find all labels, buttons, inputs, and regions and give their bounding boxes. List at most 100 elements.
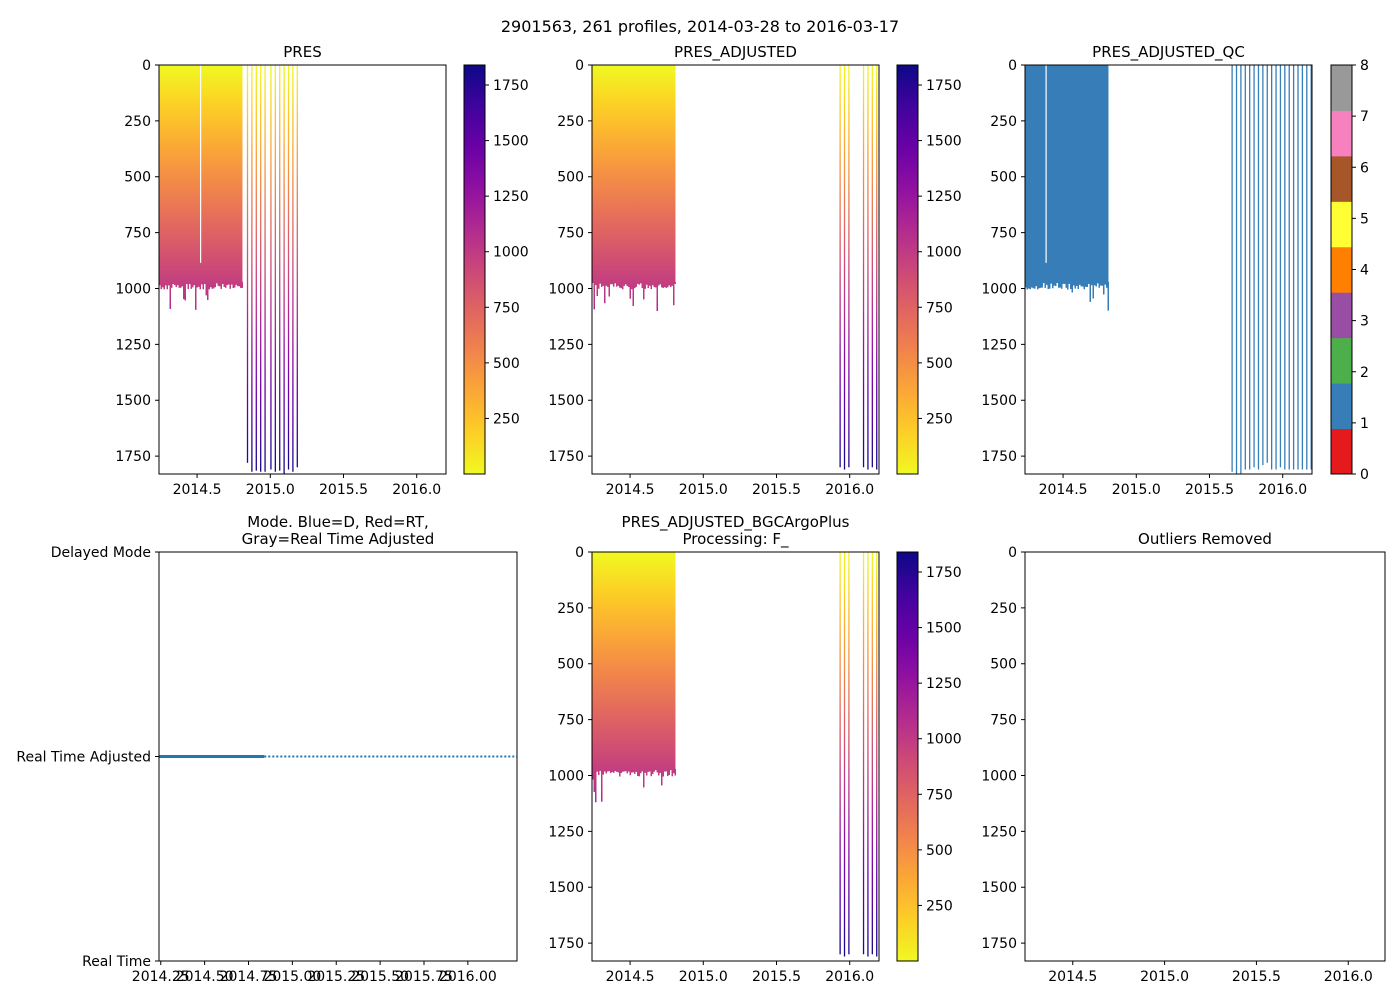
- profile-tail: [650, 281, 652, 290]
- profile-tail: [616, 281, 618, 287]
- y-tick-label: 1000: [981, 281, 1017, 297]
- y-tick-label: Real Time Adjusted: [16, 750, 151, 766]
- profile-tail: [241, 281, 243, 289]
- y-tick-label: 1500: [548, 393, 584, 409]
- profile-tail: [210, 281, 212, 288]
- profile-tail: [667, 281, 669, 288]
- colorbar-tick-label: 1750: [926, 565, 962, 581]
- profile-tail: [631, 281, 633, 290]
- profile-tail: [605, 281, 607, 286]
- profile-tail: [626, 768, 628, 774]
- profile-tail: [187, 281, 189, 290]
- profile-tail: [1094, 281, 1096, 286]
- subplot-title: Mode. Blue=D, Red=RT, Gray=Real Time Adju…: [242, 513, 435, 548]
- profile-tail: [1080, 281, 1082, 287]
- profile-tail: [193, 281, 195, 286]
- profile-tail: [613, 768, 615, 773]
- profile-tail: [601, 281, 603, 287]
- x-tick-label: 2015.0: [679, 969, 728, 985]
- x-tick-label: 2014.25: [132, 969, 190, 985]
- profile-tail: [1035, 281, 1037, 287]
- profile-tail: [649, 768, 651, 772]
- colorbar-frame: [463, 64, 486, 475]
- profile-tail: [635, 281, 637, 287]
- profile-tail: [169, 281, 171, 309]
- profile-tail: [1092, 281, 1094, 299]
- profile-tail: [1101, 281, 1103, 286]
- profile-tail: [1067, 281, 1069, 290]
- sparse-profile: [1262, 65, 1264, 466]
- profile-tail: [653, 281, 655, 288]
- x-tick-label: 2014.5: [606, 969, 655, 985]
- subplot-title-line: PRES: [283, 43, 321, 61]
- y-tick-label: 1000: [548, 768, 584, 784]
- subplot-title-line: Outliers Removed: [1138, 530, 1272, 548]
- profile-tail: [207, 281, 209, 300]
- x-tick-label: 2014.5: [173, 482, 222, 498]
- profile-tail: [166, 281, 168, 290]
- profile-tail: [213, 281, 215, 289]
- profile-tail: [1098, 281, 1100, 288]
- profile-tail: [619, 281, 621, 288]
- profile-tail: [595, 281, 597, 286]
- y-tick-label: 250: [990, 114, 1017, 130]
- sparse-profile: [871, 552, 873, 955]
- sparse-profile: [270, 65, 272, 470]
- profile-tail: [643, 768, 645, 788]
- profile-tail: [637, 768, 639, 776]
- colorbar-tick-label: 1000: [493, 245, 529, 261]
- y-tick-label: 500: [124, 170, 151, 186]
- subplot-title: Outliers Removed: [1138, 530, 1272, 548]
- colorbar-tick-label: 3: [1360, 314, 1369, 330]
- profile-tail: [208, 281, 210, 290]
- profile-tail: [199, 281, 201, 290]
- profile-tail: [195, 281, 197, 310]
- profile-tail: [656, 768, 658, 773]
- sparse-profile: [251, 65, 253, 472]
- profile-tail: [183, 281, 185, 300]
- colorbar: 250 500 750 1000 1250 1500 1750: [896, 551, 962, 962]
- axes-frame: [591, 551, 880, 962]
- x-tick-label: 2016.0: [825, 482, 874, 498]
- profile-tail: [1086, 281, 1088, 287]
- colorbar-tick-label: 8: [1360, 58, 1369, 74]
- profile-tail: [637, 281, 639, 284]
- y-tick-label: 0: [575, 58, 584, 74]
- sparse-profile: [1271, 65, 1273, 470]
- profile-tail: [168, 281, 170, 286]
- colorbar-fill: [464, 65, 485, 474]
- profile-tail: [628, 281, 630, 288]
- profile-tail: [664, 768, 666, 772]
- x-tick-label: 2015.0: [1112, 482, 1161, 498]
- profile-tail: [602, 768, 604, 775]
- profile-tail: [673, 768, 675, 774]
- profile-tail: [1050, 281, 1052, 284]
- profile-tail: [593, 768, 595, 792]
- profile-tail: [607, 281, 609, 287]
- sparse-profile: [867, 65, 869, 470]
- profile-tail: [596, 281, 598, 296]
- profile-tail: [593, 281, 595, 310]
- profile-tail: [192, 281, 194, 288]
- colorbar-segment: [1331, 65, 1352, 111]
- colorbar-fill: [897, 65, 918, 474]
- y-tick-label: 1750: [548, 936, 584, 952]
- subplot-title: PRES_ADJUSTED_BGCArgoPlus Processing: F_: [622, 513, 850, 549]
- sparse-profile: [279, 65, 281, 471]
- sparse-profile: [848, 552, 850, 955]
- profile-tail: [162, 281, 164, 288]
- profile-tail: [610, 768, 612, 774]
- profile-tail: [641, 768, 643, 772]
- x-tick-label: 2016.0: [825, 969, 874, 985]
- colorbar-tick-label: 1750: [926, 78, 962, 94]
- profile-tail: [625, 768, 627, 772]
- profile-tail: [598, 768, 600, 776]
- profile-tail: [198, 281, 200, 287]
- sparse-profile: [283, 65, 285, 474]
- profile-tail: [649, 281, 651, 286]
- sparse-profile: [274, 65, 276, 472]
- sparse-profile: [843, 552, 846, 957]
- profile-tail: [211, 281, 213, 289]
- colorbar: 250 500 750 1000 1250 1500 1750: [463, 64, 529, 475]
- sparse-profile: [1244, 65, 1246, 470]
